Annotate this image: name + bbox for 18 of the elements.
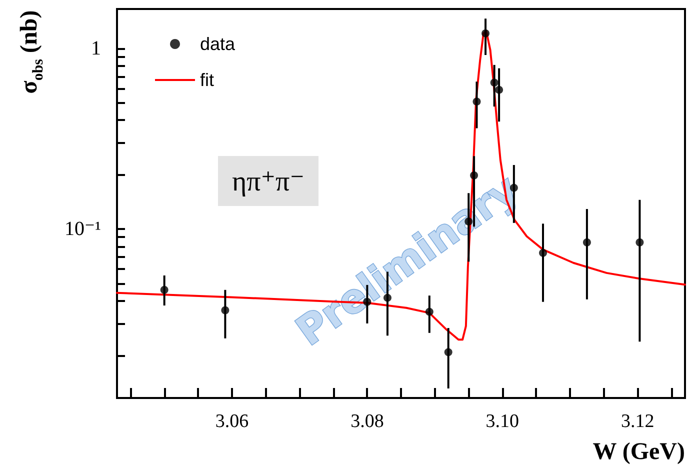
legend-label: data <box>200 34 236 54</box>
point <box>539 248 547 257</box>
x-tick-label: 3.10 <box>486 411 520 432</box>
x-axis-title: W (GeV) <box>592 439 685 465</box>
y-tick-label: 1 <box>91 37 101 60</box>
point <box>582 238 591 246</box>
point <box>472 98 481 106</box>
x-tick-label: 3.08 <box>350 411 384 432</box>
point <box>636 238 644 246</box>
x-tick-label: 3.12 <box>621 411 654 432</box>
point <box>495 86 504 94</box>
point <box>221 306 230 314</box>
y-tick-label: 10⁻¹ <box>64 218 101 240</box>
point <box>160 286 168 294</box>
point <box>482 29 490 38</box>
x-tick-label: 3.06 <box>215 411 249 432</box>
point <box>490 78 498 87</box>
legend-label: fit <box>200 70 214 90</box>
